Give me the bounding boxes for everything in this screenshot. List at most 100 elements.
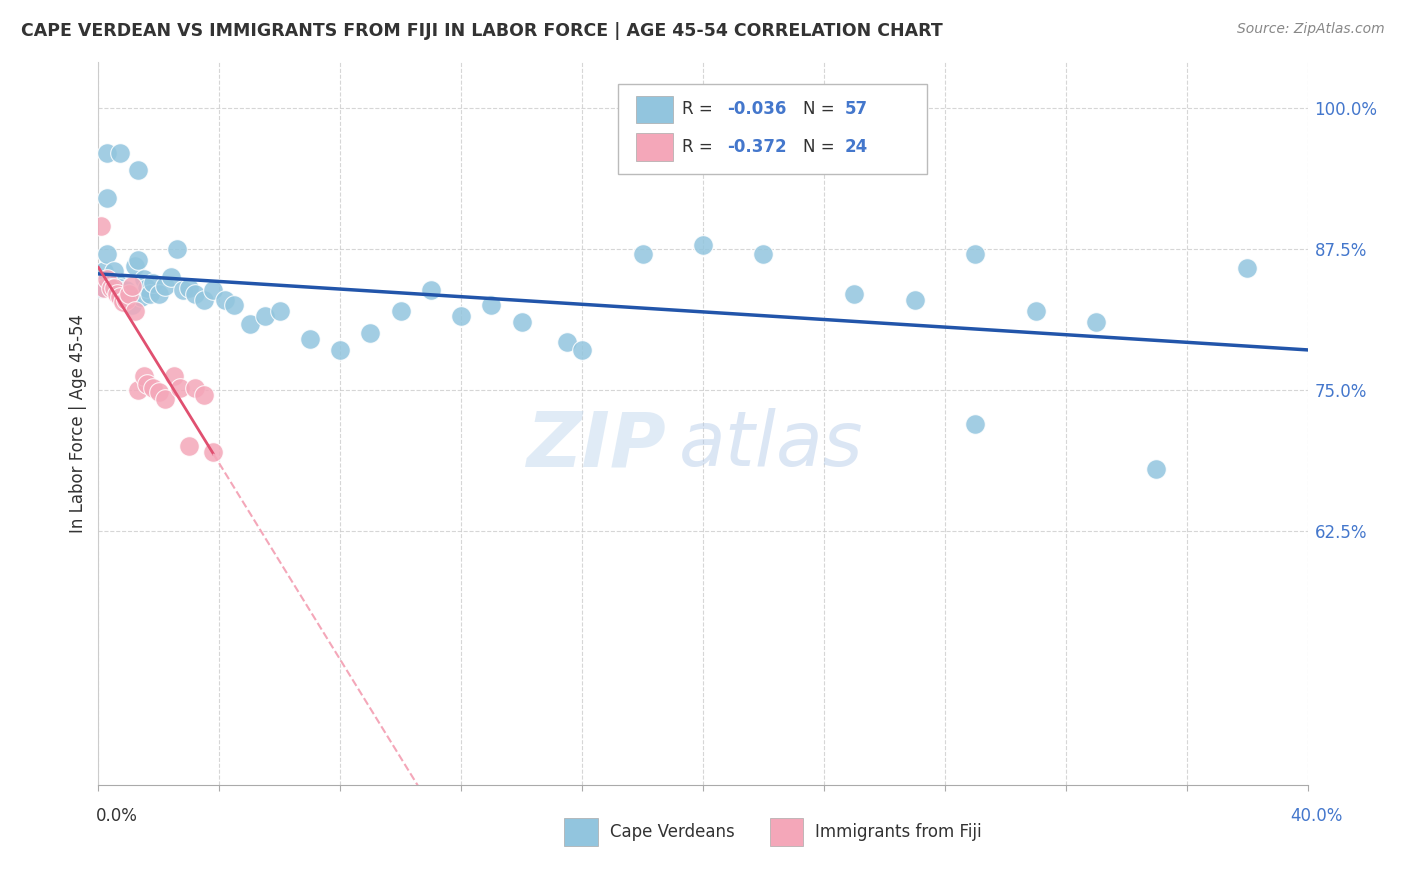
Point: [121, 298, 143, 312]
Point: [121, 279, 143, 293]
Point: [1144, 462, 1167, 476]
Point: [90, 219, 112, 234]
Point: [179, 439, 201, 453]
Point: [184, 286, 207, 301]
Point: [179, 281, 201, 295]
Text: 57: 57: [845, 101, 868, 119]
Point: [127, 162, 149, 177]
Point: [752, 247, 775, 261]
Point: [93, 264, 115, 278]
Point: [1085, 315, 1108, 329]
Point: [510, 315, 533, 329]
Point: [96, 191, 118, 205]
Point: [450, 310, 472, 324]
Point: [93, 281, 115, 295]
Point: [329, 343, 352, 358]
Y-axis label: In Labor Force | Age 45-54: In Labor Force | Age 45-54: [69, 314, 87, 533]
Point: [224, 298, 246, 312]
Point: [169, 380, 191, 394]
Point: [135, 377, 157, 392]
Text: Cape Verdeans: Cape Verdeans: [610, 823, 735, 841]
Point: [965, 417, 987, 431]
Text: -0.036: -0.036: [727, 101, 786, 119]
Point: [111, 294, 134, 309]
Text: atlas: atlas: [679, 409, 863, 483]
Point: [1024, 303, 1046, 318]
Point: [124, 303, 146, 318]
Point: [132, 272, 155, 286]
Point: [389, 303, 412, 318]
Point: [124, 259, 146, 273]
Point: [118, 293, 141, 307]
Point: [239, 318, 262, 332]
Point: [103, 264, 125, 278]
Text: R =: R =: [682, 101, 718, 119]
Point: [571, 343, 593, 358]
Point: [135, 281, 157, 295]
Point: [118, 286, 141, 301]
Point: [202, 284, 225, 298]
Point: [904, 293, 927, 307]
Point: [160, 269, 183, 284]
Point: [108, 145, 131, 160]
Point: [253, 310, 276, 324]
FancyBboxPatch shape: [637, 133, 672, 161]
Point: [631, 247, 654, 261]
Point: [269, 303, 291, 318]
Point: [132, 369, 155, 384]
Point: [103, 281, 125, 295]
Point: [193, 293, 215, 307]
Point: [163, 369, 186, 384]
Point: [214, 293, 236, 307]
FancyBboxPatch shape: [769, 818, 803, 846]
Text: R =: R =: [682, 138, 718, 156]
Text: 0.0%: 0.0%: [96, 807, 138, 825]
Point: [184, 380, 207, 394]
Point: [108, 290, 131, 304]
Point: [148, 286, 170, 301]
Point: [127, 383, 149, 397]
Point: [129, 290, 152, 304]
Point: [166, 242, 188, 256]
Point: [139, 286, 162, 301]
Point: [148, 385, 170, 400]
Point: [299, 332, 322, 346]
Point: [100, 281, 122, 295]
Text: CAPE VERDEAN VS IMMIGRANTS FROM FIJI IN LABOR FORCE | AGE 45-54 CORRELATION CHAR: CAPE VERDEAN VS IMMIGRANTS FROM FIJI IN …: [21, 22, 943, 40]
Point: [420, 284, 443, 298]
FancyBboxPatch shape: [564, 818, 598, 846]
Text: ZIP: ZIP: [527, 409, 666, 483]
FancyBboxPatch shape: [619, 84, 927, 175]
Point: [142, 380, 165, 394]
Point: [1236, 260, 1258, 275]
Point: [153, 279, 176, 293]
Point: [96, 272, 118, 286]
Point: [142, 276, 165, 290]
Text: N =: N =: [803, 101, 841, 119]
Point: [692, 238, 714, 252]
Point: [100, 276, 122, 290]
Point: [360, 326, 382, 341]
Point: [202, 445, 225, 459]
Text: N =: N =: [803, 138, 841, 156]
Point: [172, 284, 194, 298]
Point: [105, 286, 128, 301]
Point: [111, 286, 134, 301]
Point: [114, 284, 136, 298]
Text: 24: 24: [845, 138, 868, 156]
Point: [96, 247, 118, 261]
Point: [555, 335, 578, 350]
Point: [108, 281, 131, 295]
Point: [965, 247, 987, 261]
Text: Source: ZipAtlas.com: Source: ZipAtlas.com: [1237, 22, 1385, 37]
Point: [90, 281, 112, 295]
Point: [127, 252, 149, 267]
Point: [153, 392, 176, 406]
Point: [96, 145, 118, 160]
Point: [114, 293, 136, 307]
FancyBboxPatch shape: [637, 95, 672, 123]
Point: [105, 276, 128, 290]
Point: [481, 298, 503, 312]
Text: -0.372: -0.372: [727, 138, 787, 156]
Point: [193, 388, 215, 402]
